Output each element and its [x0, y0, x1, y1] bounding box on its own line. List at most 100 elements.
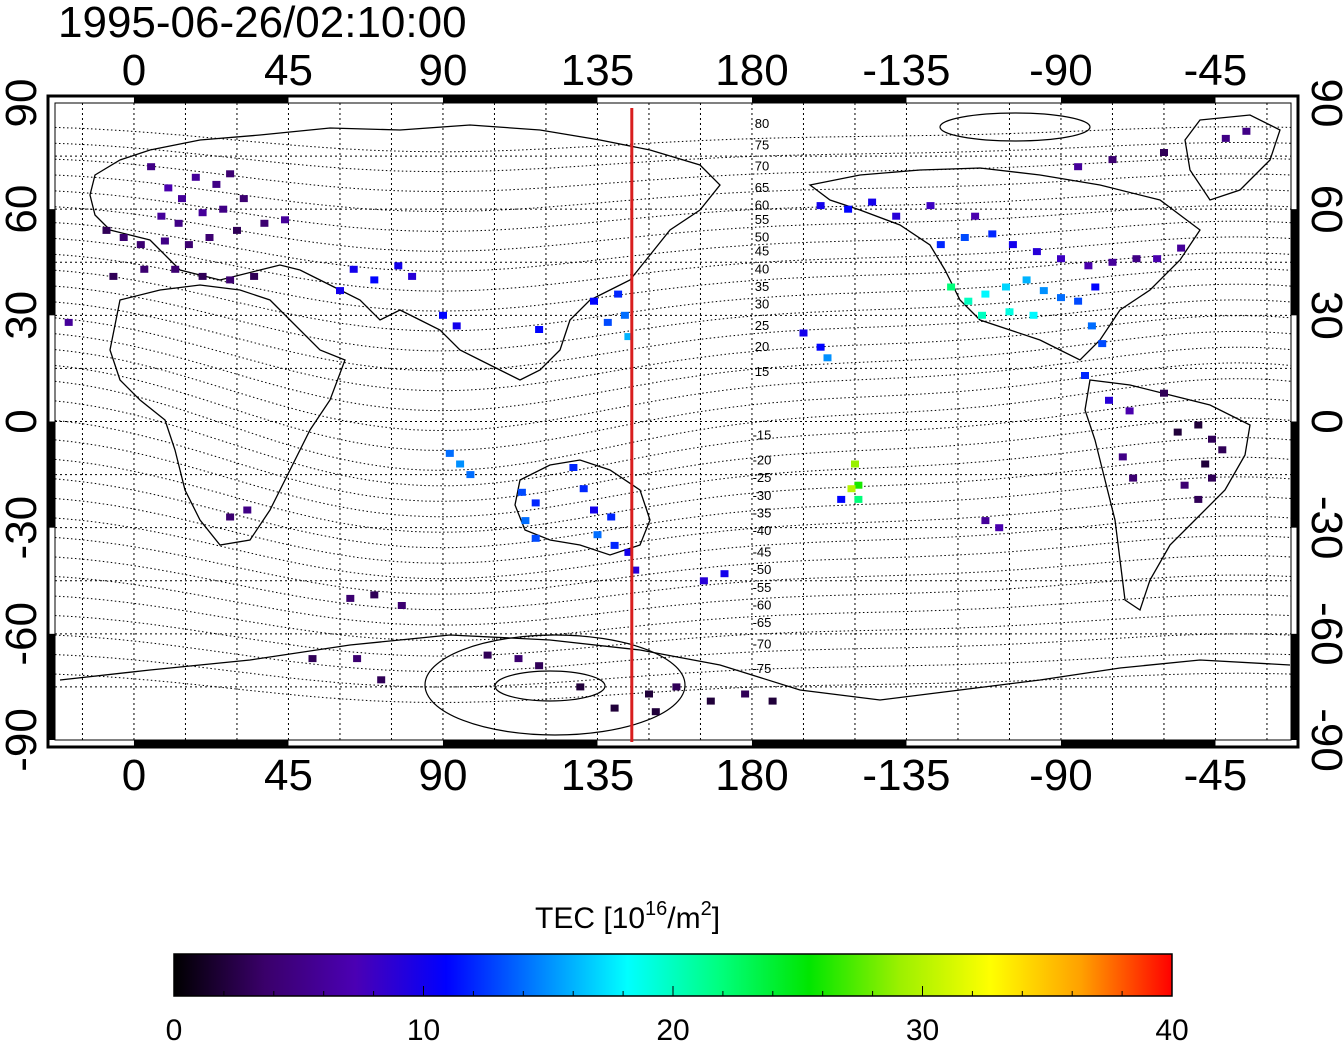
- tec-point: [531, 534, 540, 542]
- contour-label: -35: [753, 506, 772, 521]
- tec-point: [109, 272, 118, 280]
- tec-point: [1074, 163, 1083, 171]
- mag-lat-contour: [54, 535, 1292, 595]
- bottom-scale-bar: [751, 740, 907, 747]
- tec-point: [847, 485, 856, 493]
- contour-label: 20: [755, 339, 769, 354]
- tec-point: [1105, 396, 1113, 404]
- tec-point: [308, 655, 317, 663]
- tec-point: [1029, 311, 1038, 319]
- coastline-eurasia: [89, 124, 721, 381]
- top-lon-label: -90: [1029, 46, 1093, 95]
- tec-measurement-points: [64, 127, 1251, 716]
- tec-point: [1125, 407, 1134, 415]
- right-lat-label: -60: [1302, 602, 1344, 666]
- tec-point: [164, 184, 173, 192]
- tec-point: [579, 485, 588, 493]
- tec-point: [531, 499, 540, 507]
- bottom-lon-label: -90: [1029, 751, 1093, 800]
- tec-point: [590, 506, 598, 514]
- left-lat-label: 0: [0, 409, 46, 433]
- tec-point: [147, 163, 156, 171]
- mag-lat-contour: [54, 267, 1292, 332]
- top-lon-label: 0: [122, 46, 146, 95]
- north-pole-contour: [939, 112, 1091, 142]
- tec-point: [1005, 308, 1014, 316]
- left-scale-bar: [48, 633, 55, 740]
- tec-point: [610, 704, 619, 712]
- tec-point: [205, 234, 214, 241]
- tec-point: [607, 513, 616, 521]
- tec-point: [768, 697, 777, 705]
- tec-point: [1208, 474, 1216, 482]
- contour-label: -65: [753, 615, 772, 630]
- colorbar-tick-label: 40: [1155, 1014, 1188, 1047]
- tec-point: [456, 460, 465, 468]
- top-lon-label: 90: [418, 46, 467, 95]
- top-scale-bar: [133, 96, 289, 103]
- tec-point: [672, 683, 681, 691]
- colorbar-label-mid: /m: [667, 902, 700, 935]
- map-frame: [46, 94, 1300, 749]
- contour-label: 30: [755, 297, 769, 312]
- tec-point: [226, 170, 235, 178]
- contour-label: 55: [755, 212, 769, 227]
- top-longitude-axis-labels: 0 45 90 135 180 -135 -90 -45: [122, 46, 1248, 95]
- left-scale-bar: [48, 209, 55, 316]
- bottom-scale-bar: [133, 740, 289, 747]
- left-latitude-axis-labels: 90 60 30 0 -30 -60 -90: [0, 79, 46, 772]
- colorbar-label-sup1: 16: [645, 898, 667, 920]
- tec-point: [981, 517, 990, 525]
- tec-point: [174, 219, 183, 227]
- left-scale-bar: [48, 421, 55, 528]
- tec-point: [226, 276, 235, 284]
- tec-point: [741, 690, 750, 698]
- tec-point: [466, 471, 475, 479]
- tec-point: [603, 318, 612, 326]
- coastline-greenland: [1184, 114, 1281, 201]
- tec-point: [514, 655, 523, 663]
- mag-lat-contour: [54, 157, 1292, 192]
- svg-text:TEC [1016/m2]: TEC [1016/m2]: [535, 898, 720, 935]
- tec-point: [823, 354, 832, 362]
- tec-point: [226, 513, 235, 521]
- contour-label: 35: [755, 279, 769, 294]
- colorbar-ticks: [173, 986, 1173, 996]
- tec-point: [1177, 244, 1186, 252]
- tec-point: [988, 230, 997, 238]
- tec-point: [394, 262, 403, 270]
- contour-label: -70: [753, 636, 772, 651]
- tec-point: [868, 198, 877, 206]
- tec-point: [212, 180, 221, 188]
- tec-point: [1242, 127, 1251, 135]
- left-lat-label: 90: [0, 79, 46, 128]
- tec-point: [631, 566, 640, 574]
- frame-scale-bars: [48, 96, 1298, 747]
- mag-lat-contour: [54, 362, 1292, 451]
- tec-point: [1132, 255, 1141, 263]
- contour-label: 50: [755, 229, 769, 244]
- tec-point: [1218, 446, 1227, 454]
- tec-point: [1153, 255, 1162, 263]
- mag-lat-contour: [54, 613, 1292, 657]
- bottom-lon-label: -45: [1184, 751, 1248, 800]
- tec-point: [1057, 255, 1065, 263]
- tec-point: [157, 212, 166, 220]
- mag-lat-contour: [54, 417, 1292, 502]
- tec-point: [102, 226, 111, 234]
- right-lat-label: 30: [1302, 291, 1344, 340]
- bottom-lon-label: 135: [561, 751, 634, 800]
- magnetic-latitude-contours: 8075706560555045403530252015-15-20-25-30…: [54, 112, 1292, 736]
- tec-point: [140, 265, 149, 273]
- left-lat-label: 30: [0, 291, 46, 340]
- contour-label: 70: [755, 159, 769, 174]
- tec-point: [219, 205, 228, 213]
- mag-lat-contour: [54, 456, 1292, 533]
- mag-lat-contour: [54, 126, 1292, 153]
- tec-point: [926, 202, 935, 210]
- mag-lat-contour: [54, 346, 1292, 432]
- bottom-lon-label: -135: [862, 751, 950, 800]
- tec-point: [1194, 421, 1203, 429]
- tec-point: [1108, 258, 1117, 266]
